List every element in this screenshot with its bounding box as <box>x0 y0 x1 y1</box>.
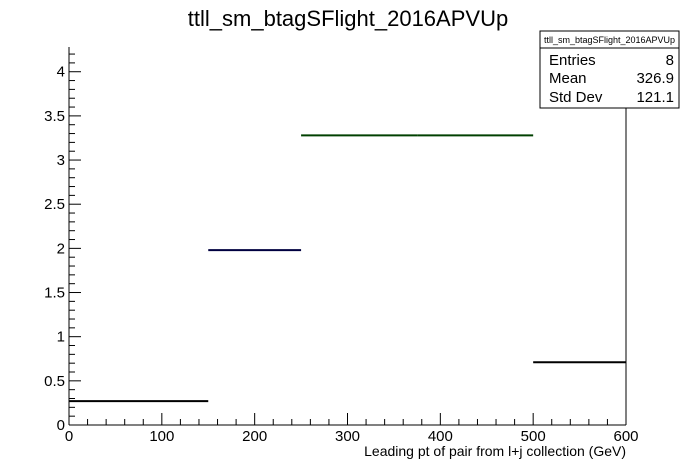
stats-stddev-label: Std Dev <box>549 89 603 106</box>
x-tick-label: 100 <box>149 428 174 445</box>
y-tick-label: 0 <box>57 417 65 434</box>
x-tick-label: 300 <box>335 428 360 445</box>
y-tick-label: 2.5 <box>44 196 65 213</box>
x-axis-label: Leading pt of pair from l+j collection (… <box>364 443 626 459</box>
x-tick-label: 500 <box>521 428 546 445</box>
y-axis-ticks: 0 0.5 1 1.5 2 2.5 3 3.5 4 <box>44 53 81 434</box>
stats-mean-label: Mean <box>549 70 587 87</box>
stats-mean-value: 326.9 <box>636 70 674 87</box>
y-tick-label: 4 <box>57 64 65 81</box>
x-tick-label: 600 <box>613 428 638 445</box>
stats-box-title: ttll_sm_btagSFlight_2016APVUp <box>544 35 675 45</box>
stats-entries-label: Entries <box>549 52 596 69</box>
x-tick-label: 200 <box>242 428 267 445</box>
stats-box: ttll_sm_btagSFlight_2016APVUp Entries 8 … <box>539 30 680 109</box>
y-tick-label: 0.5 <box>44 373 65 390</box>
y-tick-label: 1.5 <box>44 285 65 302</box>
y-tick-label: 1 <box>57 329 65 346</box>
histogram-bins <box>69 134 626 403</box>
chart-title: ttll_sm_btagSFlight_2016APVUp <box>188 6 508 31</box>
stats-entries-value: 8 <box>666 52 674 69</box>
x-tick-label: 400 <box>428 428 453 445</box>
y-tick-label: 3.5 <box>44 108 65 125</box>
stats-stddev-value: 121.1 <box>636 89 674 106</box>
y-tick-label: 3 <box>57 152 65 169</box>
y-tick-label: 2 <box>57 240 65 257</box>
x-axis-ticks: 0 100 200 300 400 500 600 <box>65 413 639 445</box>
stats-box-frame <box>539 30 680 109</box>
x-tick-label: 0 <box>65 428 73 445</box>
